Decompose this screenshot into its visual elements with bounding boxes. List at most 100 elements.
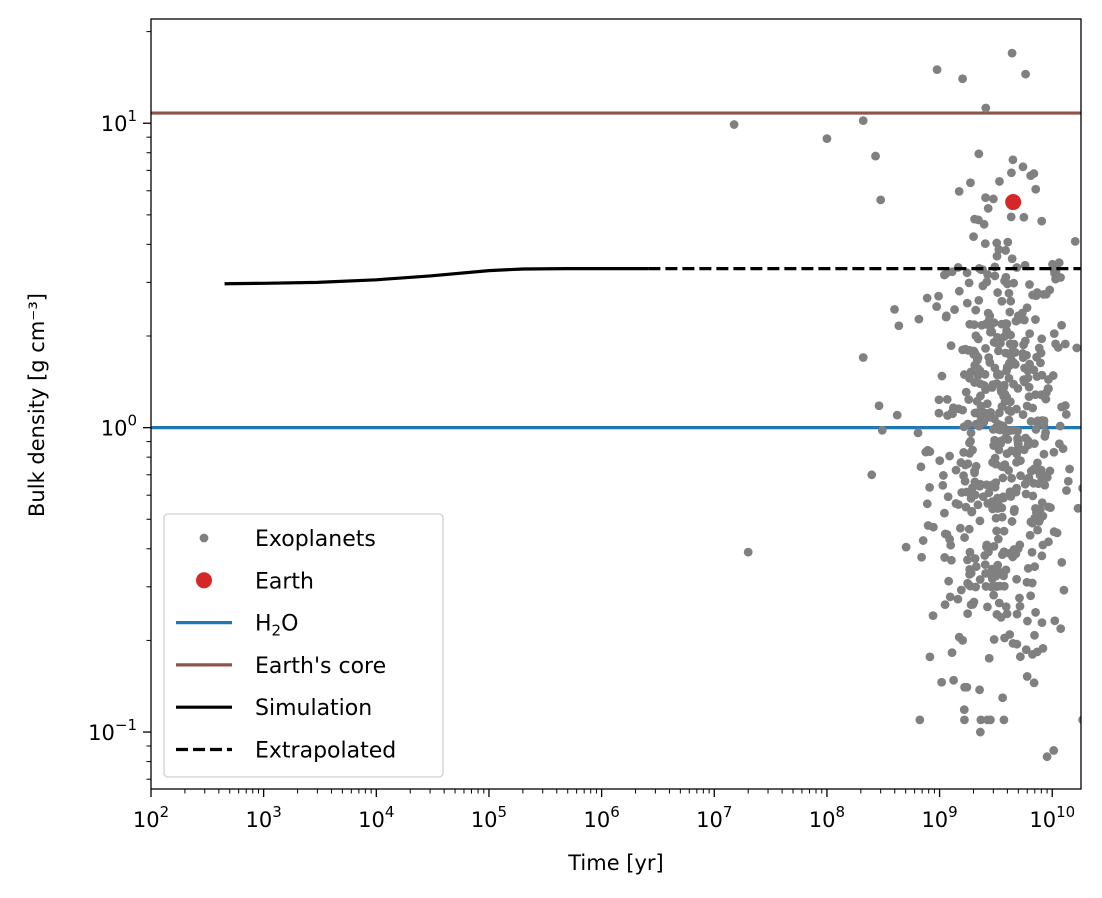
exoplanet-point — [981, 103, 991, 113]
exoplanet-point — [989, 590, 999, 600]
exoplanet-point — [935, 456, 945, 466]
exoplanet-point — [1004, 288, 1014, 298]
exoplanet-point — [1082, 346, 1091, 355]
exoplanet-point — [982, 480, 992, 490]
exoplanet-point — [858, 353, 868, 362]
exoplanet-point — [993, 534, 1003, 544]
x-tick-label: 108 — [809, 803, 845, 832]
exoplanet-point — [1002, 609, 1012, 619]
exoplanet-point — [1002, 326, 1011, 336]
exoplanet-point — [1009, 339, 1019, 349]
exoplanet-point — [1072, 343, 1081, 353]
exoplanet-point — [947, 267, 957, 277]
exoplanet-point — [966, 367, 976, 377]
exoplanet-point — [969, 597, 979, 607]
exoplanet-point — [957, 488, 967, 497]
exoplanet-point — [978, 281, 988, 291]
exoplanet-point — [1039, 289, 1049, 299]
exoplanet-point — [981, 193, 990, 202]
exoplanet-point — [1078, 715, 1081, 724]
exoplanet-point — [973, 500, 983, 510]
legend-label: Simulation — [255, 696, 372, 721]
exoplanet-point — [1039, 391, 1049, 401]
legend-label: Extrapolated — [255, 739, 396, 764]
exoplanet-point — [1037, 334, 1047, 344]
exoplanet-point — [1028, 403, 1038, 413]
exoplanet-point — [951, 465, 961, 475]
exoplanet-point — [1055, 421, 1065, 431]
exoplanet-point — [971, 408, 981, 418]
exoplanet-point — [1038, 540, 1048, 550]
exoplanet-point — [961, 502, 971, 512]
exoplanet-point — [980, 551, 990, 560]
exoplanet-point — [938, 480, 948, 490]
axis-ticks: 102 103 104 105 106 107 108 109 1010 10−1 100 101 — [88, 31, 1075, 832]
exoplanet-point — [1001, 348, 1011, 358]
exoplanet-point — [939, 270, 949, 280]
exoplanet-point — [1018, 410, 1028, 419]
exoplanet-point — [1015, 601, 1025, 611]
exoplanet-point — [954, 286, 964, 296]
exoplanet-point — [916, 462, 926, 472]
exoplanet-point — [1000, 397, 1010, 406]
exoplanet-point — [972, 351, 982, 361]
exoplanet-point — [993, 560, 1003, 570]
exoplanet-point — [918, 536, 928, 545]
exoplanet-point — [993, 424, 1003, 434]
exoplanet-point — [976, 715, 986, 725]
exoplanet-point — [1059, 585, 1069, 595]
exoplanet-point — [1052, 528, 1062, 538]
exoplanet-point — [1006, 212, 1016, 222]
exoplanet-point — [983, 203, 993, 213]
exoplanet-point — [928, 522, 938, 532]
exoplanet-point — [1019, 340, 1028, 350]
exoplanet-point — [983, 715, 992, 725]
x-tick-label: 1010 — [1029, 803, 1075, 832]
exoplanet-point — [987, 574, 997, 584]
exoplanet-point — [1000, 434, 1010, 444]
exoplanet-point — [1048, 259, 1057, 269]
exoplanet-point — [1001, 319, 1011, 328]
exoplanet-point — [894, 321, 904, 331]
exoplanet-point — [1020, 479, 1030, 489]
exoplanet-point — [1005, 307, 1015, 317]
exoplanet-point — [1004, 361, 1014, 371]
exoplanet-point — [1019, 212, 1029, 222]
exoplanet-point — [890, 305, 899, 314]
exoplanet-point — [871, 151, 880, 161]
exoplanet-point — [1049, 746, 1059, 755]
exoplanet-point — [940, 553, 950, 562]
exoplanet-point — [934, 395, 944, 405]
exoplanet-point — [858, 116, 868, 126]
exoplanet-point — [1009, 278, 1019, 288]
exoplanet-point — [925, 652, 935, 662]
exoplanet-point — [945, 451, 955, 461]
exoplanet-point — [917, 552, 926, 562]
exoplanet-point — [975, 379, 985, 389]
exoplanet-point — [970, 554, 980, 563]
exoplanet-point — [1032, 418, 1042, 427]
x-tick-label: 105 — [471, 803, 507, 832]
exoplanet-point — [729, 120, 739, 129]
exoplanet-point — [1031, 425, 1041, 434]
exoplanet-point — [1024, 392, 1034, 402]
exoplanet-point — [940, 600, 950, 610]
exoplanet-point — [989, 542, 999, 551]
x-tick-label: 102 — [133, 803, 169, 832]
legend-item-simulation: Simulation — [176, 696, 372, 721]
exoplanet-point — [1049, 329, 1059, 339]
legend-item-extrapolated: Extrapolated — [176, 739, 396, 764]
exoplanet-point — [1050, 616, 1060, 626]
exoplanet-point — [1003, 237, 1013, 247]
exoplanet-point — [876, 195, 886, 205]
exoplanet-point — [1031, 291, 1041, 301]
exoplanet-point — [963, 555, 972, 565]
exoplanet-point — [1049, 447, 1059, 457]
exoplanet-point — [1031, 184, 1041, 194]
exoplanet-point — [1028, 491, 1038, 501]
exoplanet-point — [1033, 458, 1042, 468]
exoplanet-point — [928, 611, 938, 621]
exoplanet-point — [1037, 551, 1047, 561]
exoplanet-point — [743, 547, 753, 557]
exoplanet-point — [1013, 439, 1023, 449]
